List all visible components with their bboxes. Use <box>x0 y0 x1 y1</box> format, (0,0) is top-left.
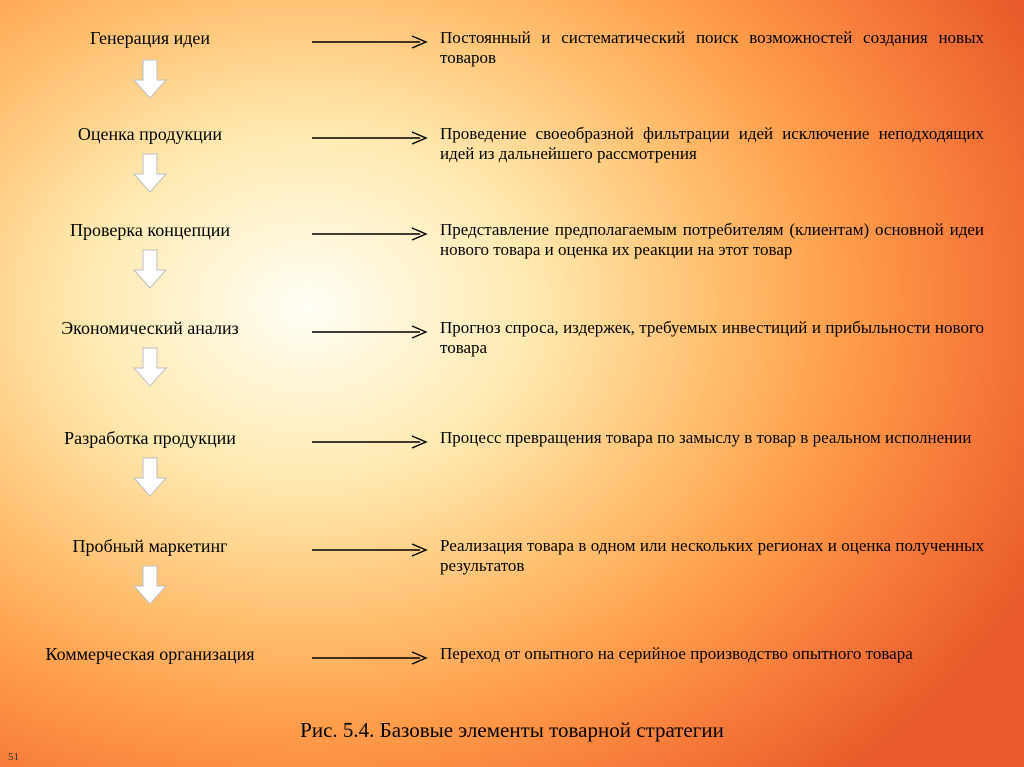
stage-description: Прогноз спроса, издержек, требуемых инве… <box>440 318 1024 358</box>
horizontal-arrow <box>300 124 440 148</box>
right-arrow-icon <box>310 224 430 244</box>
horizontal-arrow <box>300 644 440 668</box>
down-arrow <box>132 456 168 498</box>
stage-label: Коммерческая организация <box>0 644 300 665</box>
flow-row: Коммерческая организация Переход от опыт… <box>0 644 1024 668</box>
stage-label: Проверка концепции <box>0 220 300 241</box>
stage-description: Процесс превращения товара по замыслу в … <box>440 428 1024 448</box>
flow-row: Разработка продукции Процесс превращения… <box>0 428 1024 452</box>
down-arrow-icon <box>132 456 168 498</box>
down-arrow-icon <box>132 564 168 606</box>
diagram-container: Генерация идеи Постоянный и систематичес… <box>0 0 1024 767</box>
right-arrow-icon <box>310 648 430 668</box>
right-arrow-icon <box>310 322 430 342</box>
right-arrow-icon <box>310 128 430 148</box>
horizontal-arrow <box>300 318 440 342</box>
horizontal-arrow <box>300 220 440 244</box>
down-arrow <box>132 248 168 290</box>
stage-label: Разработка продукции <box>0 428 300 449</box>
stage-description: Представление предполагаемым потребителя… <box>440 220 1024 260</box>
stage-label: Экономический анализ <box>0 318 300 339</box>
down-arrow-icon <box>132 248 168 290</box>
right-arrow-icon <box>310 32 430 52</box>
horizontal-arrow <box>300 536 440 560</box>
down-arrow-icon <box>132 346 168 388</box>
stage-description: Реализация товара в одном или нескольких… <box>440 536 1024 576</box>
down-arrow-icon <box>132 152 168 194</box>
stage-description: Проведение своеобразной фильтрации идей … <box>440 124 1024 164</box>
down-arrow-icon <box>132 58 168 100</box>
figure-caption: Рис. 5.4. Базовые элементы товарной стра… <box>0 718 1024 743</box>
stage-description: Постоянный и систематический поиск возмо… <box>440 28 1024 68</box>
down-arrow <box>132 58 168 100</box>
horizontal-arrow <box>300 428 440 452</box>
right-arrow-icon <box>310 432 430 452</box>
stage-description: Переход от опытного на серийное производ… <box>440 644 1024 664</box>
horizontal-arrow <box>300 28 440 52</box>
right-arrow-icon <box>310 540 430 560</box>
down-arrow <box>132 346 168 388</box>
stage-label: Пробный маркетинг <box>0 536 300 557</box>
stage-label: Оценка продукции <box>0 124 300 145</box>
page-number: 51 <box>8 751 19 763</box>
down-arrow <box>132 564 168 606</box>
down-arrow <box>132 152 168 194</box>
stage-label: Генерация идеи <box>0 28 300 49</box>
